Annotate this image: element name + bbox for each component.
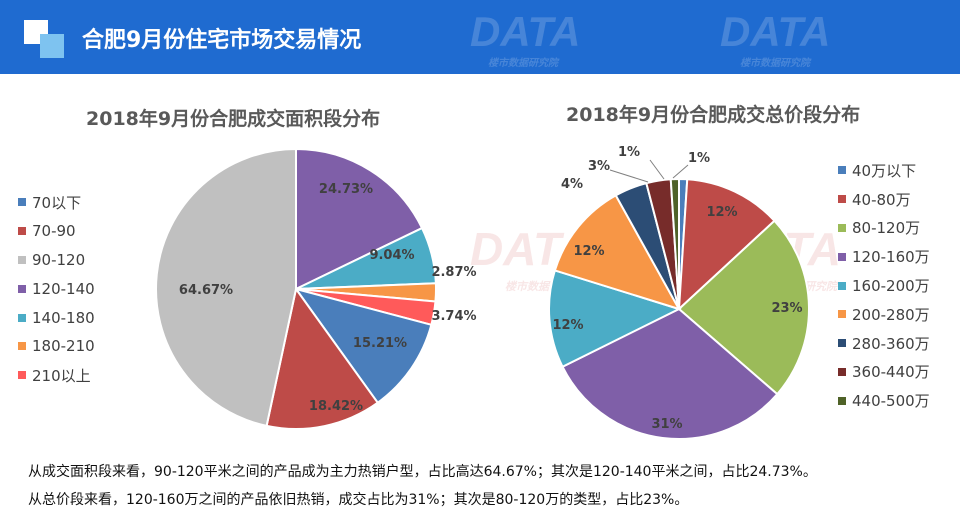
legend-item: 200-280万 [838, 300, 930, 329]
legend-label: 200-280万 [852, 305, 930, 324]
data-label: 12% [706, 205, 737, 220]
chart-title-price: 2018年9月份合肥成交总价段分布 [566, 104, 861, 126]
data-label: 3.74% [431, 309, 476, 324]
pie-slice-200-280万 [553, 194, 682, 311]
leader-line [649, 159, 665, 180]
pie-slice-120-160万 [561, 307, 779, 440]
legend-swatch [18, 342, 26, 351]
data-label: 12% [573, 244, 604, 259]
legend-swatch [18, 198, 26, 207]
watermark-sub: 楼市数据研究院 [488, 58, 558, 69]
watermark-brand: DATA [470, 8, 581, 55]
leader-line [609, 169, 649, 183]
legend-item: 40万以下 [838, 156, 930, 185]
legend-label: 210以上 [32, 366, 91, 385]
footer-line-1: 从成交面积段来看，90-120平米之间的产品成为主力热销户型，占比高达64.67… [28, 464, 817, 480]
leader-line [672, 164, 689, 179]
legend-item: 280-360万 [838, 329, 930, 358]
legend-price: 40万以下 40-80万 80-120万 120-160万 160-200万 200-28… [838, 156, 930, 415]
legend-swatch [838, 195, 846, 204]
data-label: 1% [688, 151, 710, 166]
legend-label: 80-120万 [852, 219, 921, 238]
legend-swatch [838, 252, 846, 261]
legend-label: 120-140 [32, 279, 95, 298]
legend-item: 210以上 [18, 361, 95, 390]
pie-slice-440-500万 [669, 177, 680, 310]
logo-accent-icon [40, 34, 64, 58]
legend-item: 140-180 [18, 303, 95, 332]
legend-label: 180-210 [32, 337, 95, 356]
legend-item: 70以下 [18, 188, 95, 217]
legend-swatch [18, 371, 26, 380]
legend-swatch [838, 396, 846, 405]
data-label: 2.87% [431, 265, 476, 280]
legend-label: 90-120 [32, 250, 86, 269]
watermark-sub: 楼市数据研究院 [740, 58, 810, 69]
legend-item: 180-210 [18, 332, 95, 361]
legend-swatch [838, 166, 846, 175]
data-label: 64.67% [179, 283, 233, 298]
legend-swatch [838, 310, 846, 319]
legend-item: 40-80万 [838, 185, 930, 214]
data-label: 12% [552, 318, 583, 333]
legend-label: 40-80万 [852, 190, 911, 209]
data-label: 23% [771, 301, 802, 316]
footer-line-2: 从总价段来看，120-160万之间的产品依旧热销，成交占比为31%；其次是80-… [28, 492, 689, 508]
legend-swatch [18, 313, 26, 322]
legend-label: 440-500万 [852, 392, 930, 411]
legend-item: 120-160万 [838, 242, 930, 271]
legend-swatch [18, 227, 26, 236]
pie-slice-160-200万 [548, 269, 682, 369]
watermark-brand: DATA [720, 8, 831, 55]
legend-label: 360-440万 [852, 363, 930, 382]
legend-label: 140-180 [32, 308, 95, 327]
legend-label: 40万以下 [852, 161, 917, 180]
data-label: 1% [618, 145, 640, 160]
legend-item: 160-200万 [838, 271, 930, 300]
legend-swatch [838, 367, 846, 376]
pie-area: 15.21% 18.42% 64.67% 24.73% 9.04% 2.87% 3.74% [155, 147, 477, 430]
legend-item: 440-500万 [838, 386, 930, 415]
legend-item: 80-120万 [838, 214, 930, 243]
legend-label: 280-360万 [852, 334, 930, 353]
data-label: 18.42% [309, 399, 363, 414]
pie-slice-70以下 [293, 287, 433, 405]
legend-item: 360-440万 [838, 358, 930, 387]
legend-label: 70-90 [32, 222, 76, 241]
data-label: 3% [588, 159, 610, 174]
pie-price: 1% 12% 23% 31% 12% 12% 4% 3% 1% [548, 145, 810, 440]
pie-slice-120-140 [295, 147, 424, 291]
data-label: 15.21% [353, 336, 407, 351]
header-bar: 合肥9月份住宅市场交易情况 DATA DATA 楼市数据研究院 楼市数据研究院 [0, 0, 960, 74]
page-title: 合肥9月份住宅市场交易情况 [82, 28, 362, 53]
pie-slice-90-120 [155, 147, 297, 428]
legend-area: 70以下 70-90 90-120 120-140 140-180 180-210 210以… [18, 188, 95, 390]
data-label: 31% [651, 417, 682, 432]
chart-title-area: 2018年9月份合肥成交面积段分布 [86, 108, 381, 130]
legend-label: 120-160万 [852, 248, 930, 267]
legend-swatch [838, 339, 846, 348]
legend-item: 70-90 [18, 217, 95, 246]
legend-item: 90-120 [18, 246, 95, 275]
legend-swatch [838, 281, 846, 290]
data-label: 24.73% [319, 182, 373, 197]
data-label: 4% [561, 177, 583, 192]
pie-slice-70-90 [265, 286, 380, 430]
legend-label: 160-200万 [852, 277, 930, 296]
pie-slice-80-120万 [677, 219, 810, 396]
pie-slice-40-80万 [677, 178, 776, 312]
legend-swatch [18, 255, 26, 264]
legend-swatch [838, 223, 846, 232]
legend-item: 120-140 [18, 274, 95, 303]
legend-label: 70以下 [32, 193, 82, 212]
data-label: 9.04% [369, 248, 414, 263]
legend-swatch [18, 284, 26, 293]
